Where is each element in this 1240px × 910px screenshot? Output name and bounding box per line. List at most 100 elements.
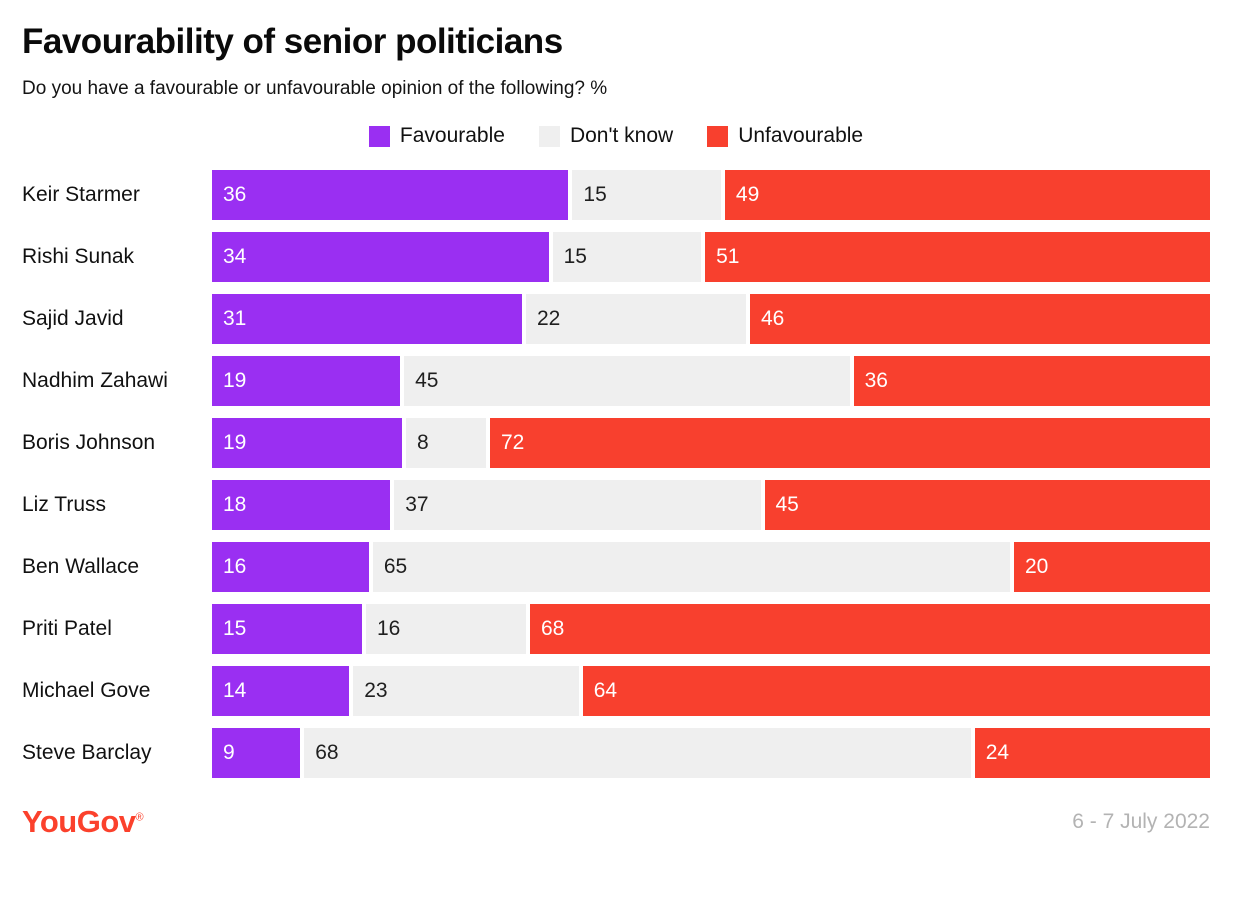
- dont-know-bar-segment: 15: [572, 170, 721, 220]
- value-label: 37: [405, 493, 429, 516]
- value-label: 19: [223, 431, 247, 454]
- value-label: 19: [223, 369, 247, 392]
- value-label: 22: [537, 307, 561, 330]
- chart-row: Priti Patel 15 16 68: [22, 604, 1210, 654]
- unfavourable-bar-segment: 68: [530, 604, 1210, 654]
- bar-track: 19 8 72: [212, 418, 1210, 468]
- value-label: 24: [985, 741, 1010, 764]
- category-label: Keir Starmer: [22, 183, 140, 206]
- value-label: 68: [541, 617, 565, 640]
- chart-row: Nadhim Zahawi 19 45 36: [22, 356, 1210, 406]
- stacked-bar-chart: Keir Starmer 36 15 49 Rishi Sunak 34 15 …: [22, 170, 1211, 790]
- favourable-bar-segment: 19: [212, 356, 401, 406]
- chart-legend: Favourable Don't know Unfavourable: [22, 124, 1210, 148]
- value-label: 36: [223, 183, 247, 206]
- bar-track: 36 15 49: [212, 170, 1210, 220]
- unfavourable-bar-segment: 64: [582, 666, 1211, 716]
- dont-know-bar-segment: 22: [526, 294, 746, 344]
- category-label: Sajid Javid: [22, 307, 124, 330]
- dont-know-bar-segment: 23: [353, 666, 579, 716]
- favourable-bar-segment: 14: [212, 666, 350, 716]
- unfavourable-bar-segment: 46: [750, 294, 1210, 344]
- unfavourable-bar-segment: 45: [764, 480, 1210, 530]
- unfavourable-bar-segment: 51: [705, 232, 1210, 282]
- chart-row: Boris Johnson 19 8 72: [22, 418, 1210, 468]
- value-label: 18: [223, 493, 247, 516]
- category-label: Rishi Sunak: [22, 245, 135, 268]
- bar-track: 18 37 45: [212, 480, 1210, 530]
- legend-label-unfavourable: Unfavourable: [738, 124, 864, 147]
- value-label: 36: [864, 369, 888, 392]
- legend-label-favourable: Favourable: [399, 124, 505, 147]
- favourable-bar-segment: 15: [212, 604, 362, 654]
- favourable-bar-segment: 16: [212, 542, 369, 592]
- favourable-bar-segment: 19: [212, 418, 402, 468]
- page-title: Favourability of senior politicians: [22, 22, 563, 61]
- dont-know-bar-segment: 45: [404, 356, 850, 406]
- chart-footer: YouGov® 6 - 7 July 2022: [22, 804, 1210, 840]
- value-label: 23: [364, 679, 388, 702]
- dont-know-bar-segment: 16: [366, 604, 526, 654]
- value-label: 34: [223, 245, 247, 268]
- chart-subtitle: Do you have a favourable or unfavourable…: [22, 78, 608, 99]
- value-label: 15: [563, 245, 587, 268]
- chart-row: Sajid Javid 31 22 46: [22, 294, 1210, 344]
- value-label: 46: [761, 307, 785, 330]
- chart-row: Steve Barclay 9 68 24: [22, 728, 1210, 778]
- value-label: 65: [383, 555, 408, 578]
- bar-track: 14 23 64: [212, 666, 1211, 716]
- legend-item-unfavourable: Unfavourable: [707, 124, 863, 148]
- value-label: 45: [415, 369, 439, 392]
- value-label: 51: [716, 245, 740, 268]
- bar-track: 34 15 51: [212, 232, 1210, 282]
- chart-row: Ben Wallace 16 65 20: [22, 542, 1210, 592]
- category-label: Ben Wallace: [22, 555, 140, 578]
- value-label: 8: [417, 431, 429, 454]
- chart-row: Liz Truss 18 37 45: [22, 480, 1210, 530]
- category-label: Steve Barclay: [22, 741, 152, 764]
- favourable-bar-segment: 34: [212, 232, 549, 282]
- value-label: 9: [223, 741, 235, 764]
- dont-know-swatch-icon: [538, 125, 560, 147]
- yougov-logo: YouGov®: [22, 804, 144, 839]
- legend-item-dont-know: Don't know: [538, 124, 673, 148]
- favourable-bar-segment: 36: [212, 170, 569, 220]
- favourable-bar-segment: 31: [212, 294, 522, 344]
- chart-row: Rishi Sunak 34 15 51: [22, 232, 1210, 282]
- value-label: 64: [593, 679, 618, 702]
- category-label: Liz Truss: [22, 493, 107, 516]
- bar-track: 9 68 24: [212, 728, 1210, 778]
- legend-item-favourable: Favourable: [368, 124, 505, 148]
- category-label: Nadhim Zahawi: [22, 369, 168, 392]
- registered-trademark-icon: ®: [135, 811, 144, 824]
- unfavourable-bar-segment: 49: [724, 170, 1210, 220]
- dont-know-bar-segment: 37: [394, 480, 761, 530]
- category-label: Michael Gove: [22, 679, 151, 702]
- value-label: 20: [1024, 555, 1049, 578]
- value-label: 15: [583, 183, 607, 206]
- bar-track: 15 16 68: [212, 604, 1210, 654]
- value-label: 31: [223, 307, 247, 330]
- value-label: 14: [223, 679, 247, 702]
- value-label: 45: [775, 493, 799, 516]
- bar-track: 16 65 20: [212, 542, 1210, 592]
- favourable-bar-segment: 9: [212, 728, 301, 778]
- dont-know-bar-segment: 15: [552, 232, 702, 282]
- favourable-swatch-icon: [368, 125, 390, 147]
- dont-know-bar-segment: 8: [406, 418, 486, 468]
- bar-track: 19 45 36: [212, 356, 1210, 406]
- value-label: 72: [501, 431, 525, 454]
- unfavourable-bar-segment: 72: [490, 418, 1210, 468]
- category-label: Boris Johnson: [22, 431, 156, 454]
- category-label: Priti Patel: [22, 617, 112, 640]
- value-label: 68: [315, 741, 339, 764]
- value-label: 49: [735, 183, 760, 206]
- value-label: 16: [223, 555, 247, 578]
- fieldwork-date: 6 - 7 July 2022: [1072, 810, 1210, 833]
- chart-row: Keir Starmer 36 15 49: [22, 170, 1210, 220]
- chart-row: Michael Gove 14 23 64: [22, 666, 1211, 716]
- bar-track: 31 22 46: [212, 294, 1210, 344]
- value-label: 16: [377, 617, 401, 640]
- unfavourable-bar-segment: 20: [1013, 542, 1210, 592]
